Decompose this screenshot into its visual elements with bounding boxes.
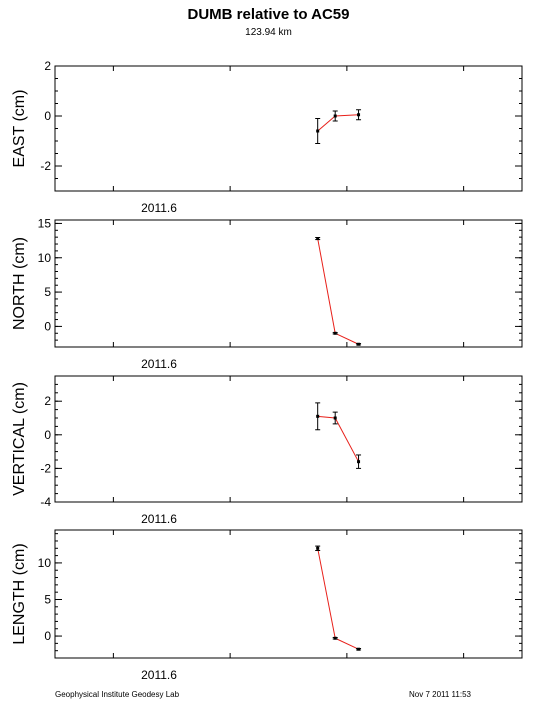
north-y-tick-label: 15	[38, 216, 52, 230]
north-data-point	[357, 342, 361, 346]
vertical-y-tick-label: 2	[44, 394, 51, 408]
length-series-line	[317, 548, 359, 650]
east-y-tick-label: 0	[44, 109, 51, 123]
north-y-tick-label: 0	[44, 319, 51, 333]
length-y-axis-label: LENGTH (cm)	[11, 543, 28, 644]
length-data-point	[316, 546, 320, 550]
vertical-y-tick-label: 0	[44, 428, 51, 442]
east-data-point	[357, 113, 361, 117]
vertical-y-tick-label: -2	[40, 461, 51, 475]
north-plot-frame	[54, 219, 523, 348]
vertical-x-tick-label: 2011.6	[141, 512, 177, 526]
north-y-tick-label: 5	[44, 285, 51, 299]
length-data-point	[357, 647, 361, 651]
length-data-point	[333, 636, 337, 640]
vertical-y-tick-label: -4	[40, 495, 51, 509]
length-y-tick-label: 5	[44, 592, 51, 606]
east-plot-frame	[54, 65, 523, 192]
east-series-line	[317, 114, 359, 132]
north-y-tick-label: 10	[38, 251, 52, 265]
footer-timestamp: Nov 7 2011 11:53	[409, 690, 471, 699]
east-x-tick-label: 2011.6	[141, 201, 177, 215]
length-x-tick-label: 2011.6	[141, 668, 177, 682]
vertical-data-point	[333, 416, 337, 420]
north-series-line	[317, 238, 359, 345]
east-y-tick-label: -2	[40, 159, 51, 173]
length-y-tick-label: 10	[38, 556, 52, 570]
vertical-series-line	[317, 415, 359, 462]
chart-subtitle: 123.94 km	[245, 27, 292, 38]
east-data-point	[316, 129, 320, 133]
vertical-y-axis-label: VERTICAL (cm)	[11, 382, 28, 496]
vertical-plot-frame	[54, 375, 523, 503]
footer-institution: Geophysical Institute Geodesy Lab	[55, 690, 180, 699]
east-y-axis-label: EAST (cm)	[11, 90, 28, 168]
north-data-point	[333, 331, 337, 335]
vertical-data-point	[316, 414, 320, 418]
north-data-point	[316, 237, 320, 241]
east-y-tick-label: 2	[44, 59, 51, 73]
north-y-axis-label: NORTH (cm)	[11, 237, 28, 330]
chart-title: DUMB relative to AC59	[187, 6, 350, 23]
east-data-point	[333, 114, 337, 118]
length-plot-frame	[54, 529, 523, 659]
vertical-data-point	[357, 460, 361, 464]
north-x-tick-label: 2011.6	[141, 357, 177, 371]
length-y-tick-label: 0	[44, 629, 51, 643]
